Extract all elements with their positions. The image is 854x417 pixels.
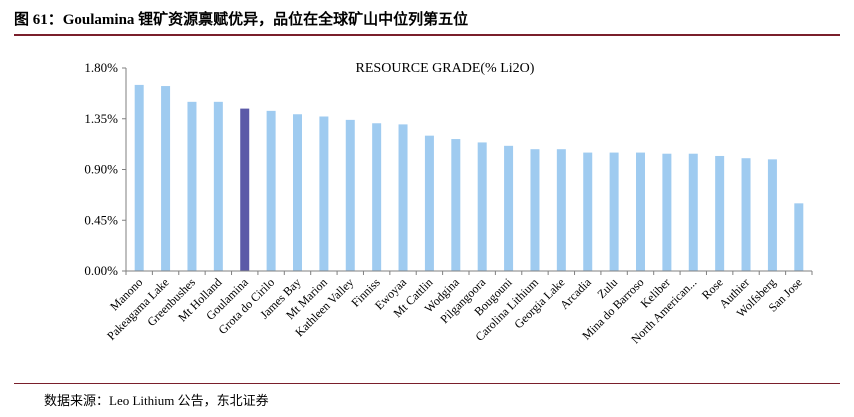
footer-rule: [14, 383, 840, 384]
bar-chart: RESOURCE GRADE(% Li2O) 0.00% 0.45% 0.90% 1.…: [84, 60, 813, 346]
y-tick-label: 0.90%: [84, 162, 118, 177]
bar-finniss: [372, 123, 382, 271]
bar-mina-do-barroso: [636, 152, 645, 271]
bar-mt-holland: [213, 101, 223, 271]
bar-pilgangoora: [477, 142, 487, 271]
bar-authier: [741, 158, 751, 271]
bar-mt-marion: [319, 116, 329, 271]
y-tick-label: 1.35%: [84, 111, 118, 126]
bar-goulamina: [240, 108, 250, 271]
y-tick-label: 0.45%: [84, 212, 118, 227]
bar-georgia-lake: [556, 149, 566, 271]
bar-bougouni: [504, 145, 514, 271]
bar-wolfsberg: [767, 159, 777, 271]
source-note: 数据来源：Leo Lithium 公告，东北证券: [44, 393, 269, 408]
bar-kathleen-valley: [345, 119, 355, 271]
bar-rose: [715, 155, 725, 271]
title-rule: [14, 34, 840, 36]
bar-north-american: [688, 153, 698, 271]
chart-title: RESOURCE GRADE(% Li2O): [356, 61, 535, 76]
bar-manono: [134, 84, 144, 272]
bar-grota-do-cirilo: [266, 110, 276, 271]
bar-keliber: [662, 153, 672, 271]
bar-mt-cattlin: [424, 135, 434, 271]
bar-san-jose: [794, 203, 804, 271]
bar-series: [134, 84, 804, 272]
bar-zulu: [609, 152, 619, 271]
y-axis: 0.00% 0.45% 0.90% 1.35% 1.80%: [84, 60, 127, 278]
bar-pakeagama-lake: [161, 86, 171, 272]
y-tick-label: 1.80%: [84, 60, 118, 75]
bar-ewoyaa: [398, 124, 408, 271]
bar-arcadia: [583, 152, 593, 271]
figure-title: 图 61：Goulamina 锂矿资源禀赋优异，品位在全球矿山中位列第五位: [14, 12, 469, 28]
bar-carolina-lithium: [530, 149, 540, 271]
bar-greenbushes: [187, 101, 197, 271]
y-tick-label: 0.00%: [84, 263, 118, 278]
bar-james-bay: [293, 114, 302, 271]
bar-wodgina: [451, 139, 461, 271]
